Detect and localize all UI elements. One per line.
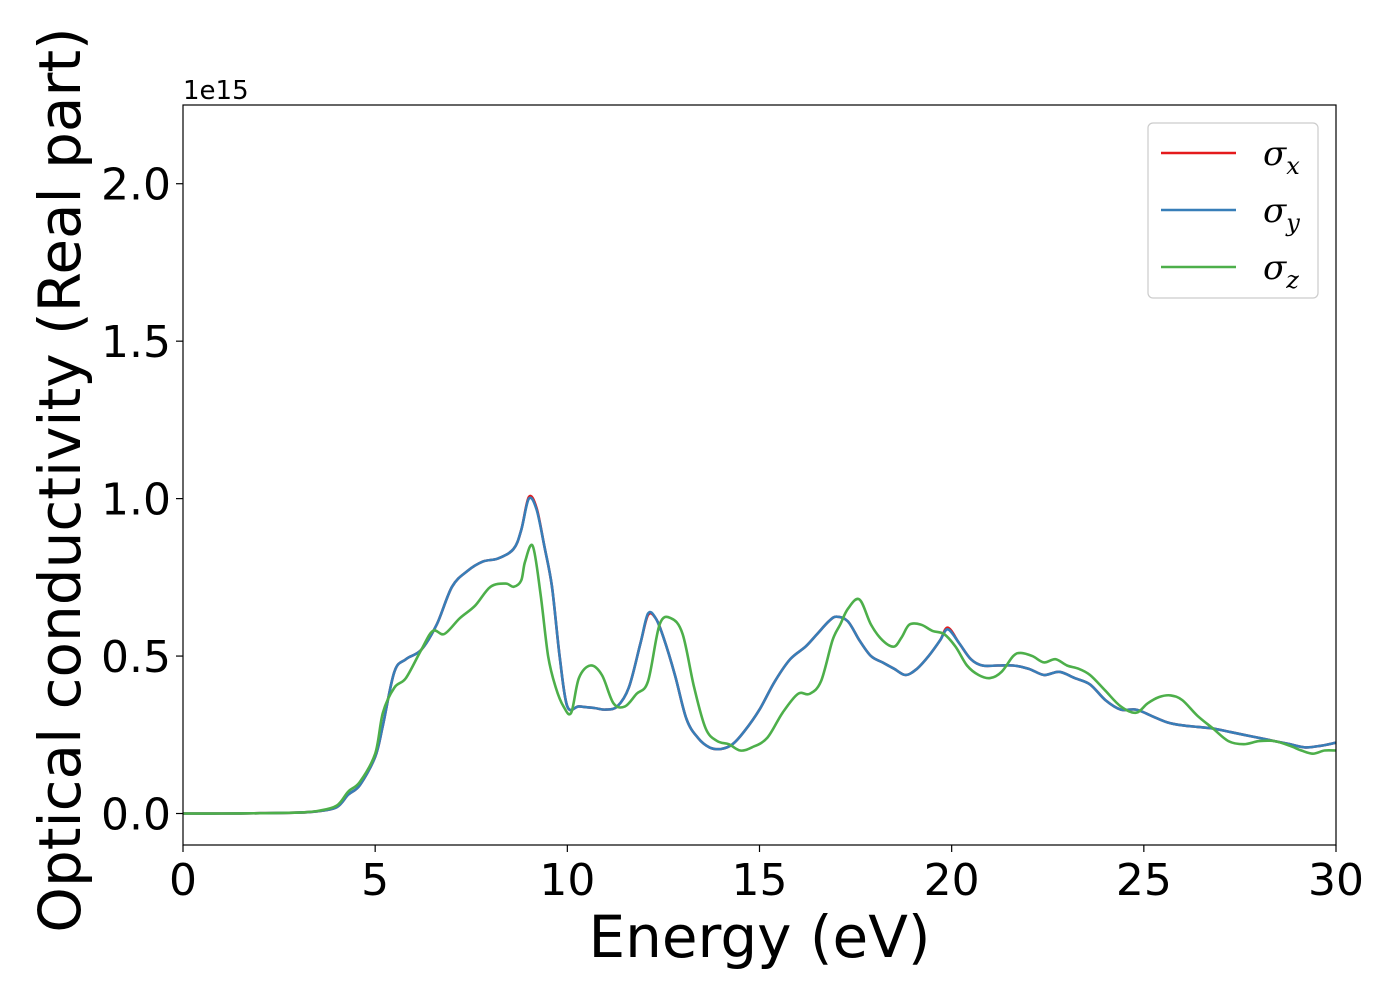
series-line-y bbox=[183, 496, 1336, 815]
legend-label-y: σy bbox=[1263, 191, 1300, 237]
y-axis-offset-label: 1e15 bbox=[183, 76, 249, 106]
y-tick-label: 1.0 bbox=[101, 475, 171, 526]
series-line-x bbox=[183, 494, 1336, 815]
y-axis-label: Optical conductivity (Real part) bbox=[26, 27, 94, 932]
y-tick-label: 0.5 bbox=[101, 632, 171, 683]
y-tick-label: 1.5 bbox=[101, 317, 171, 368]
x-tick-label: 5 bbox=[361, 855, 389, 906]
x-axis-ticks: 0 5 10 15 20 25 30 bbox=[169, 845, 1364, 906]
series-layer bbox=[183, 494, 1336, 815]
x-tick-label: 30 bbox=[1308, 855, 1364, 906]
x-tick-label: 20 bbox=[924, 855, 980, 906]
legend: σx σy σz bbox=[1147, 122, 1319, 299]
x-tick-label: 25 bbox=[1116, 855, 1172, 906]
y-tick-label: 2.0 bbox=[101, 160, 171, 211]
legend-label-z: σz bbox=[1263, 248, 1299, 294]
legend-label-x: σx bbox=[1263, 134, 1300, 180]
x-tick-label: 10 bbox=[539, 855, 595, 906]
y-tick-label: 0.0 bbox=[101, 790, 171, 841]
x-tick-label: 15 bbox=[732, 855, 788, 906]
series-line-z bbox=[183, 543, 1336, 815]
x-tick-label: 0 bbox=[169, 855, 197, 906]
x-axis-label: Energy (eV) bbox=[588, 903, 930, 971]
y-axis-ticks: 0.0 0.5 1.0 1.5 2.0 bbox=[101, 160, 183, 841]
